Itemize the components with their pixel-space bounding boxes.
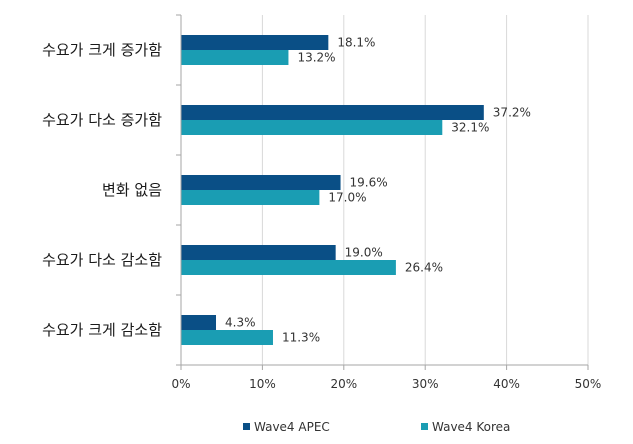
- data-label: 26.4%: [405, 261, 443, 275]
- category-label: 수요가 크게 증가함: [42, 41, 162, 59]
- axes: [176, 14, 589, 370]
- data-labels: 18.1%13.2% 37.2% 32.1% 19.6%17.0% 19.0% 26.4%…: [225, 36, 531, 345]
- data-label: 19.0%: [345, 246, 383, 260]
- category-label: 변화 없음: [102, 181, 162, 199]
- x-tick-label: 40%: [493, 377, 520, 391]
- legend-label: Wave4 APEC: [254, 420, 330, 434]
- bar-wave4-korea: [181, 120, 443, 135]
- x-tick-label: 30%: [412, 377, 439, 391]
- data-label: 19.6%: [350, 176, 388, 190]
- data-label: 4.3%: [225, 316, 256, 330]
- legend-swatch: [243, 423, 250, 430]
- x-tick-labels: 0% 10% 20% 30% 40% 50%: [171, 377, 601, 391]
- grid-lines: [261, 15, 589, 365]
- bar-wave4-apec: [181, 175, 341, 190]
- bar-wave4-apec: [181, 315, 217, 330]
- bars: [181, 35, 484, 345]
- bar-wave4-korea: [181, 330, 273, 345]
- x-tick-label: 0%: [171, 377, 190, 391]
- legend: Wave4 APEC Wave4 Korea: [243, 420, 510, 434]
- x-tick-label: 20%: [330, 377, 357, 391]
- data-label: 11.3%: [282, 331, 320, 345]
- category-label: 수요가 다소 증가함: [42, 111, 162, 129]
- data-label: 17.0%: [328, 191, 366, 205]
- data-label: 18.1%: [337, 36, 375, 50]
- category-label: 수요가 다소 감소함: [42, 251, 162, 269]
- bar-wave4-apec: [181, 35, 329, 50]
- legend-swatch: [421, 423, 428, 430]
- bar-wave4-korea: [181, 50, 289, 65]
- x-tick-label: 50%: [575, 377, 602, 391]
- category-label: 수요가 크게 감소함: [42, 321, 162, 339]
- data-label: 32.1%: [451, 121, 489, 135]
- bar-wave4-apec: [181, 245, 336, 260]
- bar-wave4-korea: [181, 260, 396, 275]
- data-label: 37.2%: [493, 106, 531, 120]
- bar-wave4-korea: [181, 190, 320, 205]
- bar-wave4-apec: [181, 105, 484, 120]
- x-tick-label: 10%: [249, 377, 276, 391]
- data-label: 13.2%: [297, 51, 335, 65]
- legend-label: Wave4 Korea: [432, 420, 510, 434]
